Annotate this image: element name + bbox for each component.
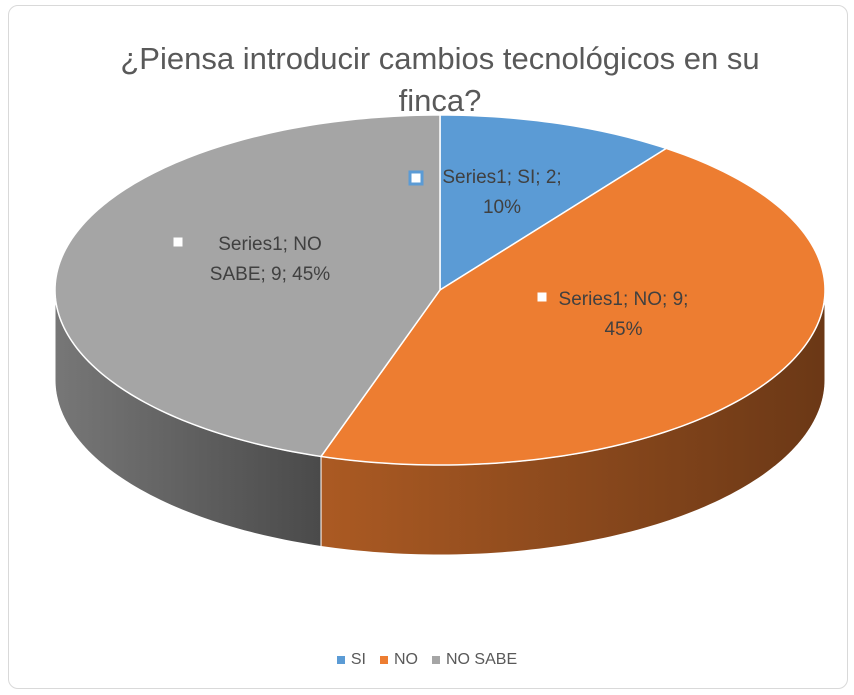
legend-label: SI	[350, 651, 366, 668]
legend-item: NO	[379, 651, 418, 669]
legend-item: NO SABE	[431, 651, 518, 669]
label-marker	[170, 234, 186, 250]
chart-frame	[8, 5, 848, 689]
data-label: Series1; NO SABE; 9; 45%	[209, 234, 331, 285]
legend-label: NO SABE	[445, 651, 518, 668]
label-marker	[408, 170, 424, 186]
data-label: Series1; NO; 9; 45%	[558, 289, 689, 340]
legend-swatch	[336, 656, 345, 664]
data-label: Series1; SI; 2; 10%	[442, 167, 562, 218]
legend-item: SI	[336, 651, 366, 669]
chart-title: ¿Piensa introducir cambios tecnológicos …	[120, 41, 760, 118]
pie-slice	[319, 147, 826, 466]
legend-swatch	[431, 656, 440, 664]
pie-slice	[439, 114, 669, 292]
legend: SI NO NO SABE	[0, 651, 854, 669]
legend-label: NO	[393, 651, 418, 668]
legend-swatch	[379, 656, 388, 664]
label-marker	[534, 289, 550, 305]
pie-slice	[54, 114, 441, 458]
